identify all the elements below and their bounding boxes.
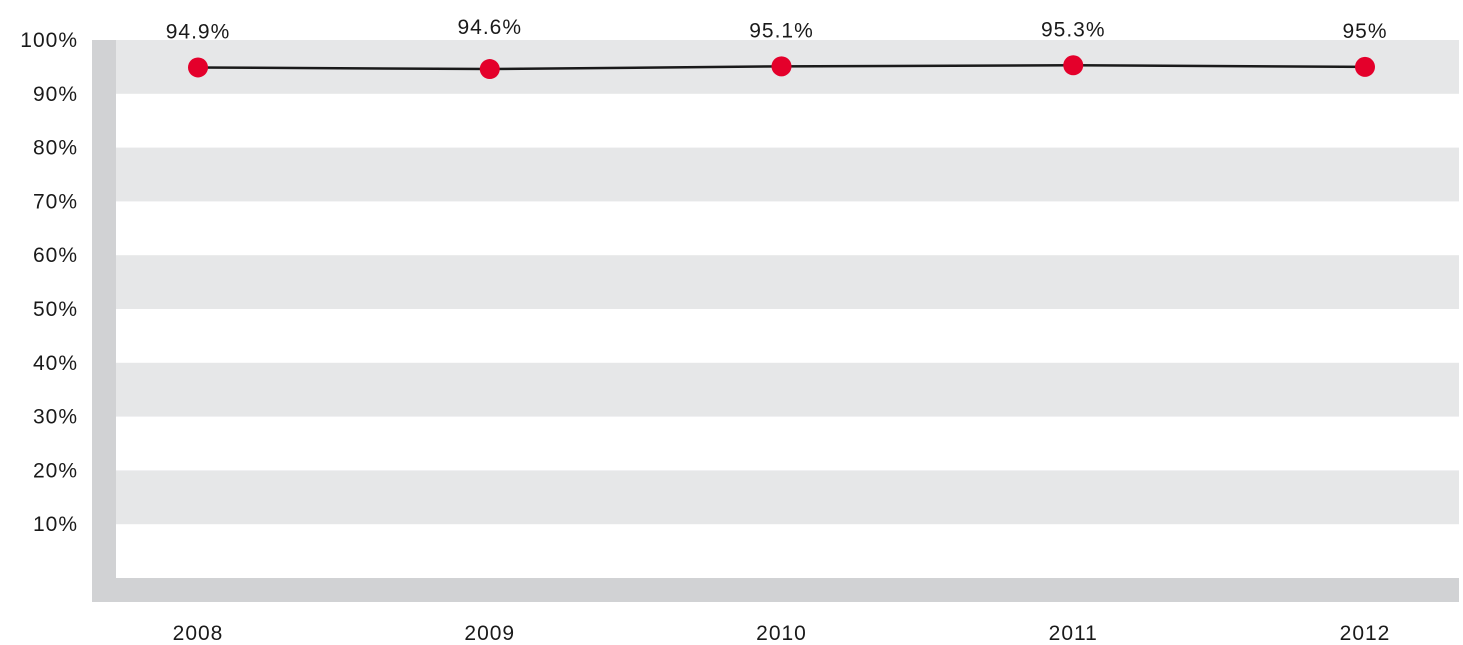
- grid-band: [116, 255, 1459, 309]
- data-label: 95.1%: [749, 19, 814, 42]
- y-axis-line: [92, 40, 116, 602]
- x-tick-label: 2012: [1340, 622, 1391, 645]
- x-tick-label: 2008: [173, 622, 224, 645]
- data-label: 95%: [1342, 20, 1387, 43]
- y-axis-ticks: 10% 20% 30% 40% 50% 60% 70% 80% 90% 100%: [20, 29, 78, 536]
- data-labels: 94.9% 94.6% 95.1% 95.3% 95%: [166, 16, 1387, 43]
- y-tick-label: 70%: [33, 190, 78, 213]
- y-tick-label: 40%: [33, 352, 78, 375]
- y-tick-label: 80%: [33, 137, 78, 160]
- data-label: 94.9%: [166, 20, 231, 43]
- data-point: [479, 59, 500, 80]
- data-label: 94.6%: [457, 16, 522, 39]
- grid-band: [116, 470, 1459, 525]
- y-tick-label: 90%: [33, 83, 78, 106]
- data-point: [188, 57, 208, 78]
- x-axis-line: [92, 578, 1459, 602]
- x-axis-ticks: 2008 2009 2010 2011 2012: [173, 622, 1391, 645]
- x-tick-label: 2010: [756, 622, 807, 645]
- data-point: [1063, 55, 1084, 76]
- x-tick-label: 2009: [464, 622, 515, 645]
- y-tick-label: 100%: [20, 29, 78, 52]
- y-tick-label: 20%: [33, 459, 78, 482]
- data-point: [771, 56, 792, 77]
- data-label: 95.3%: [1041, 18, 1106, 41]
- series-points: [188, 55, 1375, 80]
- y-tick-label: 50%: [33, 298, 78, 321]
- axes: [92, 40, 1459, 602]
- y-tick-label: 60%: [33, 244, 78, 267]
- grid-bands: [116, 40, 1459, 525]
- y-tick-label: 30%: [33, 406, 78, 429]
- data-point: [1355, 56, 1375, 77]
- grid-band: [116, 147, 1459, 202]
- y-tick-label: 10%: [33, 513, 78, 536]
- x-tick-label: 2011: [1049, 622, 1098, 645]
- grid-band: [116, 362, 1459, 417]
